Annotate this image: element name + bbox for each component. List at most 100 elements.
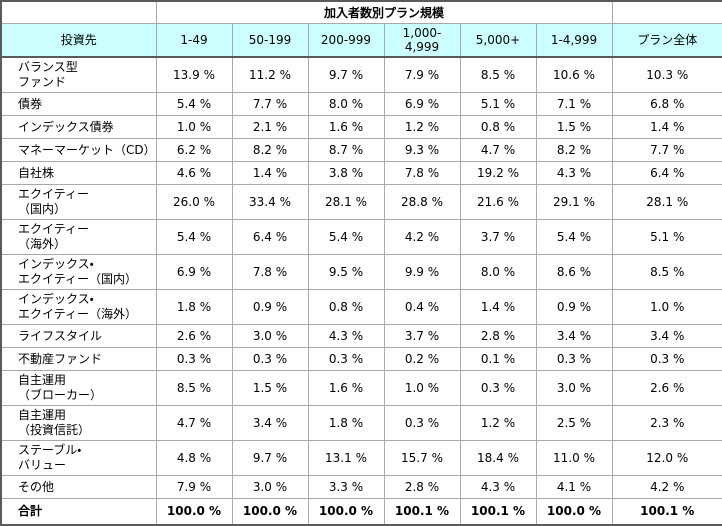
value-cell: 4.6 % <box>155 161 233 185</box>
value-cell: 3.4 % <box>611 324 722 348</box>
value-cell: 4.2 % <box>611 475 722 499</box>
value-cell: 2.8 % <box>459 324 537 348</box>
value-cell: 0.8 % <box>459 115 537 139</box>
column-header: 1-49 <box>155 23 233 58</box>
value-cell: 8.5 % <box>459 56 537 93</box>
value-cell: 10.3 % <box>611 56 722 93</box>
row-label: ステーブル・ バリュー <box>0 440 157 476</box>
value-cell: 100.1 % <box>383 498 461 525</box>
value-cell: 1.2 % <box>383 115 461 139</box>
value-cell: 0.4 % <box>383 289 461 325</box>
row-label: ライフスタイル <box>0 324 157 348</box>
row-label: 債券 <box>0 92 157 116</box>
table-row: インデックス・ エクイティー（海外） 1.8 % 0.9 % 0.8 % 0.4 % 1.… <box>0 289 722 325</box>
table-row: インデックス・ エクイティー（国内） 6.9 % 7.8 % 9.5 % 9.9 % 8.… <box>0 254 722 290</box>
value-cell: 28.1 % <box>307 184 385 220</box>
value-cell: 6.9 % <box>155 254 233 290</box>
value-cell: 8.5 % <box>155 370 233 406</box>
value-cell: 0.3 % <box>535 347 613 371</box>
row-label: 不動産ファンド <box>0 347 157 371</box>
table-row: 自主運用 （投資信託） 4.7 % 3.4 % 1.8 % 0.3 % 1.2 % 2.5 … <box>0 405 722 441</box>
value-cell: 13.1 % <box>307 440 385 476</box>
column-header: 1,000- 4,999 <box>383 23 461 58</box>
value-cell: 8.2 % <box>231 138 309 162</box>
row-label: その他 <box>0 475 157 499</box>
value-cell: 3.0 % <box>231 475 309 499</box>
value-cell: 4.3 % <box>535 161 613 185</box>
row-label: バランス型 ファンド <box>0 56 157 93</box>
value-cell: 0.3 % <box>231 347 309 371</box>
value-cell: 100.0 % <box>307 498 385 525</box>
value-cell: 1.0 % <box>383 370 461 406</box>
row-label: エクイティー （海外） <box>0 219 157 255</box>
table-row: ライフスタイル 2.6 % 3.0 % 4.3 % 3.7 % 2.8 % 3.4 % 3.4… <box>0 324 722 348</box>
value-cell: 6.4 % <box>231 219 309 255</box>
table-row: エクイティー （海外） 5.4 % 6.4 % 5.4 % 4.2 % 3.7 % 5.4 … <box>0 219 722 255</box>
value-cell: 4.3 % <box>459 475 537 499</box>
value-cell: 9.7 % <box>307 56 385 93</box>
value-cell: 18.4 % <box>459 440 537 476</box>
value-cell: 11.2 % <box>231 56 309 93</box>
row-label: 自主運用 （投資信託） <box>0 405 157 441</box>
value-cell: 4.7 % <box>459 138 537 162</box>
value-cell: 5.4 % <box>155 219 233 255</box>
column-header: 1-4,999 <box>535 23 613 58</box>
value-cell: 7.7 % <box>231 92 309 116</box>
value-cell: 11.0 % <box>535 440 613 476</box>
value-cell: 5.4 % <box>155 92 233 116</box>
value-cell: 1.5 % <box>535 115 613 139</box>
value-cell: 21.6 % <box>459 184 537 220</box>
table-row: マネーマーケット（CD） 6.2 % 8.2 % 8.7 % 9.3 % 4.7 % 8.2… <box>0 138 722 162</box>
row-label: インデックス債券 <box>0 115 157 139</box>
value-cell: 0.1 % <box>459 347 537 371</box>
value-cell: 1.4 % <box>231 161 309 185</box>
value-cell: 0.3 % <box>307 347 385 371</box>
value-cell: 8.0 % <box>307 92 385 116</box>
value-cell: 7.9 % <box>155 475 233 499</box>
value-cell: 2.1 % <box>231 115 309 139</box>
row-label: 自社株 <box>0 161 157 185</box>
value-cell: 7.8 % <box>231 254 309 290</box>
row-label: インデックス・ エクイティー（海外） <box>0 289 157 325</box>
value-cell: 19.2 % <box>459 161 537 185</box>
corner-blank-left <box>0 0 157 24</box>
table-row: エクイティー （国内） 26.0 % 33.4 % 28.1 % 28.8 % 21.6 … <box>0 184 722 220</box>
value-cell: 1.8 % <box>155 289 233 325</box>
value-cell: 9.5 % <box>307 254 385 290</box>
column-header: 5,000+ <box>459 23 537 58</box>
corner-blank-right <box>611 0 722 24</box>
value-cell: 1.4 % <box>611 115 722 139</box>
value-cell: 2.8 % <box>383 475 461 499</box>
value-cell: 100.1 % <box>459 498 537 525</box>
column-header: 50-199 <box>231 23 309 58</box>
value-cell: 9.9 % <box>383 254 461 290</box>
value-cell: 1.0 % <box>155 115 233 139</box>
value-cell: 4.2 % <box>383 219 461 255</box>
value-cell: 4.8 % <box>155 440 233 476</box>
row-label: エクイティー （国内） <box>0 184 157 220</box>
value-cell: 29.1 % <box>535 184 613 220</box>
value-cell: 6.9 % <box>383 92 461 116</box>
value-cell: 1.6 % <box>307 370 385 406</box>
value-cell: 0.3 % <box>155 347 233 371</box>
value-cell: 0.8 % <box>307 289 385 325</box>
value-cell: 0.3 % <box>611 347 722 371</box>
value-cell: 100.0 % <box>535 498 613 525</box>
table-row: インデックス債券 1.0 % 2.1 % 1.6 % 1.2 % 0.8 % 1.5 % 1.… <box>0 115 722 139</box>
value-cell: 3.4 % <box>535 324 613 348</box>
value-cell: 2.3 % <box>611 405 722 441</box>
value-cell: 4.3 % <box>307 324 385 348</box>
value-cell: 4.1 % <box>535 475 613 499</box>
value-cell: 7.8 % <box>383 161 461 185</box>
value-cell: 0.3 % <box>459 370 537 406</box>
value-cell: 1.4 % <box>459 289 537 325</box>
value-cell: 8.6 % <box>535 254 613 290</box>
table-row: バランス型 ファンド 13.9 % 11.2 % 9.7 % 7.9 % 8.5 % 10.… <box>0 56 722 93</box>
value-cell: 5.1 % <box>459 92 537 116</box>
value-cell: 4.7 % <box>155 405 233 441</box>
value-cell: 5.4 % <box>307 219 385 255</box>
value-cell: 9.3 % <box>383 138 461 162</box>
value-cell: 6.4 % <box>611 161 722 185</box>
